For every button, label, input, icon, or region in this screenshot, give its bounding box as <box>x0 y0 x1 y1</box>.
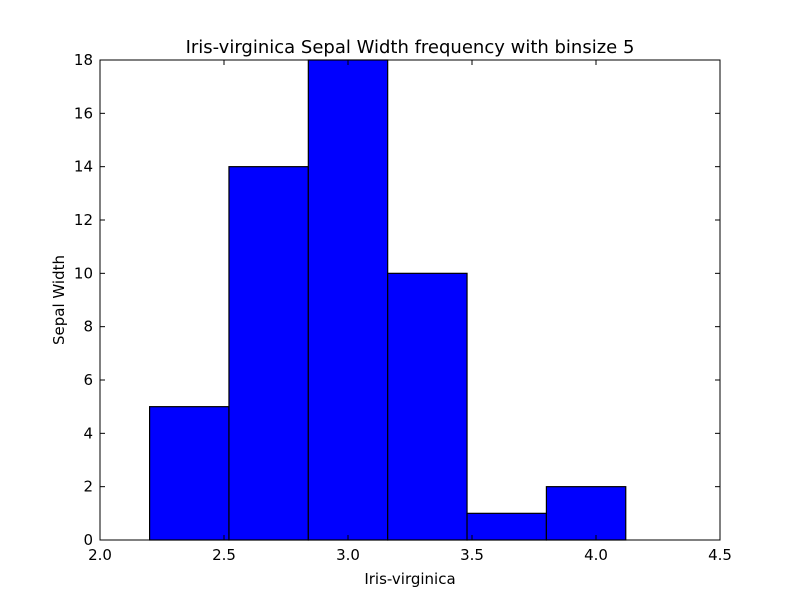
y-tick-label: 0 <box>83 531 93 549</box>
y-tick-label: 10 <box>74 264 93 282</box>
chart-title: Iris-virginica Sepal Width frequency wit… <box>186 37 635 58</box>
y-tick-label: 14 <box>74 158 93 176</box>
histogram-bar-5 <box>466 512 548 541</box>
x-tick-label: 3.5 <box>460 546 484 564</box>
y-tick-label: 6 <box>83 371 93 389</box>
y-axis-label: Sepal Width <box>50 255 68 345</box>
x-tick-label: 2.0 <box>88 546 112 564</box>
x-tick-label: 3.0 <box>336 546 360 564</box>
axis-ticks: 2.0 2.5 3.0 3.5 4.0 4.5 0 2 4 6 8 10 12 14 16 18 <box>74 51 732 564</box>
y-tick-label: 12 <box>74 211 93 229</box>
x-tick-label: 4.5 <box>708 546 732 564</box>
histogram-bar-2 <box>228 166 309 541</box>
histogram-bar-1 <box>149 406 230 541</box>
bars-layer <box>149 59 627 541</box>
y-tick-label: 16 <box>74 104 93 122</box>
histogram-bar-6 <box>545 486 627 541</box>
y-tick-label: 18 <box>74 51 93 69</box>
x-tick-label: 2.5 <box>212 546 236 564</box>
y-tick-label: 4 <box>83 424 93 442</box>
histogram-bar-3 <box>307 59 389 541</box>
plot-area-frame <box>99 59 721 541</box>
x-tick-label: 4.0 <box>584 546 608 564</box>
histogram-bar-4 <box>387 272 468 541</box>
y-tick-label: 2 <box>83 478 93 496</box>
x-axis-label: Iris-virginica <box>364 570 455 588</box>
y-tick-label: 8 <box>83 318 93 336</box>
